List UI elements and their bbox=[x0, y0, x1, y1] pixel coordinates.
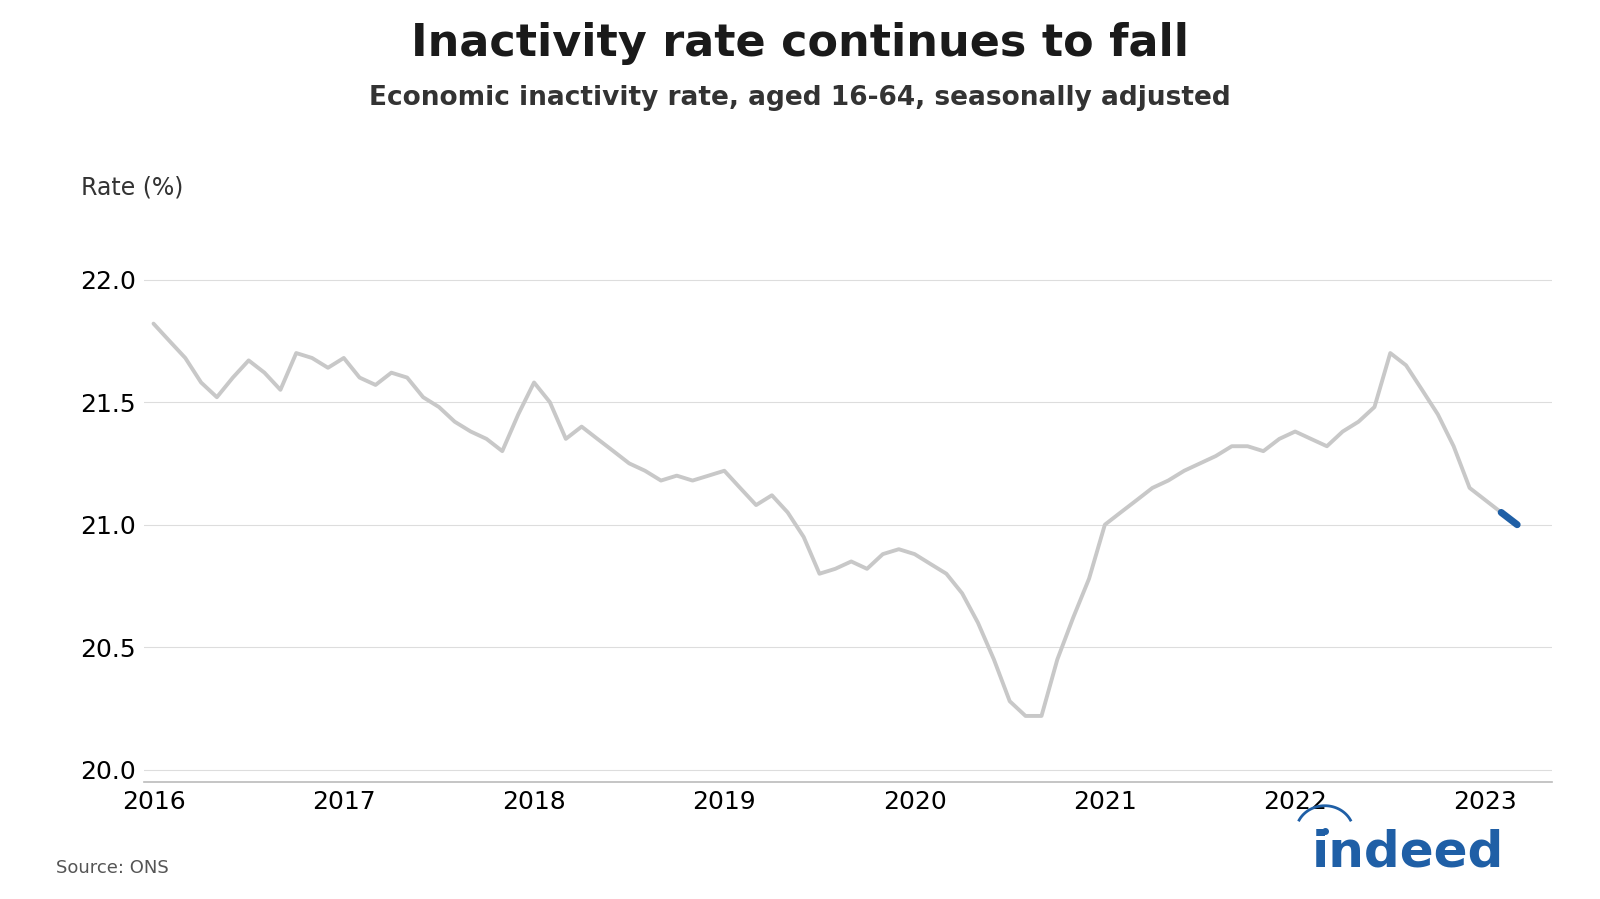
Text: Economic inactivity rate, aged 16-64, seasonally adjusted: Economic inactivity rate, aged 16-64, se… bbox=[370, 85, 1230, 111]
Text: indeed: indeed bbox=[1312, 829, 1504, 877]
Text: Source: ONS: Source: ONS bbox=[56, 859, 168, 877]
Text: Rate (%): Rate (%) bbox=[80, 175, 182, 200]
Text: Inactivity rate continues to fall: Inactivity rate continues to fall bbox=[411, 22, 1189, 66]
